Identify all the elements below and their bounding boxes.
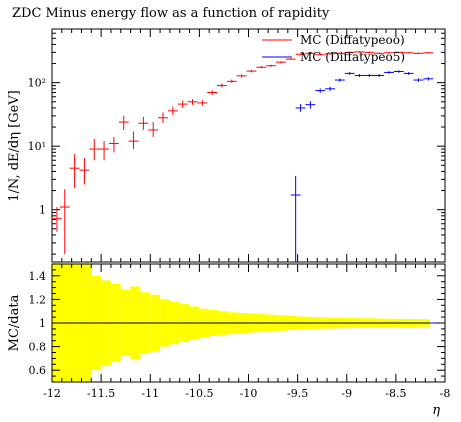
data-point-series-2 xyxy=(290,175,301,262)
main-y-tick-label: 1 xyxy=(39,204,46,217)
x-tick-label: -8.5 xyxy=(385,387,406,400)
data-point-series-2 xyxy=(384,71,394,74)
ratio-y-axis-label: MC/data xyxy=(7,294,22,351)
data-point-series-1 xyxy=(59,189,70,255)
data-point-series-2 xyxy=(374,73,385,77)
main-y-tick-label: 10¹ xyxy=(28,140,46,153)
data-point-series-2 xyxy=(334,78,345,82)
ratio-y-tick-label: 1.2 xyxy=(29,293,47,306)
main-y-axis-label: 1/N, dE/dη [GeV] xyxy=(7,90,22,202)
data-point-series-1 xyxy=(128,131,139,150)
data-point-series-1 xyxy=(334,52,345,55)
main-x-ticks xyxy=(51,29,446,262)
ratio-x-ticks: -12 -11.5 -11 -10.5 -10 -9.5 -9 -8.5 -8 xyxy=(43,264,450,400)
x-tick-label: -9.5 xyxy=(287,387,308,400)
data-point-series-1 xyxy=(158,112,168,124)
data-point-series-1 xyxy=(167,106,178,115)
data-point-series-1 xyxy=(413,52,424,55)
data-point-series-2 xyxy=(423,77,434,81)
x-tick-label: -10.5 xyxy=(185,387,213,400)
data-point-series-1 xyxy=(69,154,80,188)
main-panel: 1 10¹ 10² 1/N, dE/dη [GeV] MC (Diffatypeoo… xyxy=(7,28,446,263)
x-tick-label: -10 xyxy=(240,387,258,400)
data-point-series-1 xyxy=(246,69,257,73)
legend: MC (Diffatypeoo) MC (Diffatypeo5) xyxy=(262,33,405,64)
data-point-series-1 xyxy=(384,52,394,54)
data-point-series-1 xyxy=(403,52,414,54)
data-point-series-1 xyxy=(423,52,434,54)
data-point-series-1 xyxy=(236,74,247,78)
data-point-series-1 xyxy=(108,136,119,153)
data-point-series-2 xyxy=(325,86,335,91)
x-axis-label: η xyxy=(432,403,440,418)
data-point-series-1 xyxy=(266,64,277,67)
data-point-series-1 xyxy=(325,53,335,55)
data-point-series-1 xyxy=(295,53,306,56)
data-point-series-1 xyxy=(138,116,149,130)
data-point-series-1 xyxy=(177,100,188,108)
data-point-series-2 xyxy=(344,72,355,75)
ratio-y-tick-label: 0.8 xyxy=(29,341,47,354)
legend-entry-1: MC (Diffatypeoo) xyxy=(300,33,405,47)
data-point-series-1 xyxy=(226,79,237,83)
data-point-series-2 xyxy=(315,88,326,93)
data-point-series-1 xyxy=(79,158,90,185)
data-point-series-1 xyxy=(197,100,208,106)
data-point-series-2 xyxy=(403,72,414,75)
ratio-y-ticks: 0.6 0.8 1 1.2 1.4 xyxy=(29,263,445,383)
legend-entry-2: MC (Diffatypeo5) xyxy=(300,50,405,64)
data-point-series-1 xyxy=(354,51,365,53)
x-tick-label: -8 xyxy=(440,387,451,400)
data-point-series-1 xyxy=(187,99,198,105)
data-point-series-1 xyxy=(256,66,267,69)
x-tick-label: -12 xyxy=(43,387,61,400)
data-point-series-1 xyxy=(52,207,62,232)
ratio-y-tick-label: 0.6 xyxy=(29,364,47,377)
data-point-series-1 xyxy=(207,90,218,95)
data-point-series-1 xyxy=(89,138,100,161)
data-point-series-2 xyxy=(393,70,404,73)
data-point-series-1 xyxy=(344,51,355,54)
x-tick-label: -11 xyxy=(141,387,159,400)
data-point-series-1 xyxy=(364,51,375,54)
data-point-series-1 xyxy=(276,61,286,64)
x-tick-label: -11.5 xyxy=(87,387,115,400)
data-point-series-1 xyxy=(315,53,326,56)
data-point-series-1 xyxy=(305,52,316,55)
data-point-series-1 xyxy=(118,115,129,130)
data-point-series-1 xyxy=(148,122,159,137)
data-point-series-2 xyxy=(364,73,375,77)
ratio-y-tick-label: 1 xyxy=(39,317,46,330)
data-point-series-2 xyxy=(295,104,306,112)
data-point-series-2 xyxy=(354,73,365,77)
data-point-series-1 xyxy=(374,52,385,55)
data-point-series-2 xyxy=(413,78,424,82)
x-tick-label: -9 xyxy=(341,387,352,400)
data-point-series-1 xyxy=(285,58,296,60)
data-point-series-2 xyxy=(305,101,316,109)
main-y-ticks: 1 10¹ 10² xyxy=(28,28,445,255)
ratio-y-tick-label: 1.4 xyxy=(29,270,47,283)
data-point-series-1 xyxy=(99,141,109,161)
data-point-series-1 xyxy=(393,51,404,54)
main-y-tick-label: 10² xyxy=(28,77,46,90)
main-series xyxy=(52,51,434,262)
ratio-panel: 0.60.811.21.4 -12 -11.5 -11 -10.5 -10 -9.5 -9-… xyxy=(7,263,450,418)
chart-title: ZDC Minus energy flow as a function of r… xyxy=(12,6,330,21)
data-point-series-1 xyxy=(217,83,227,88)
